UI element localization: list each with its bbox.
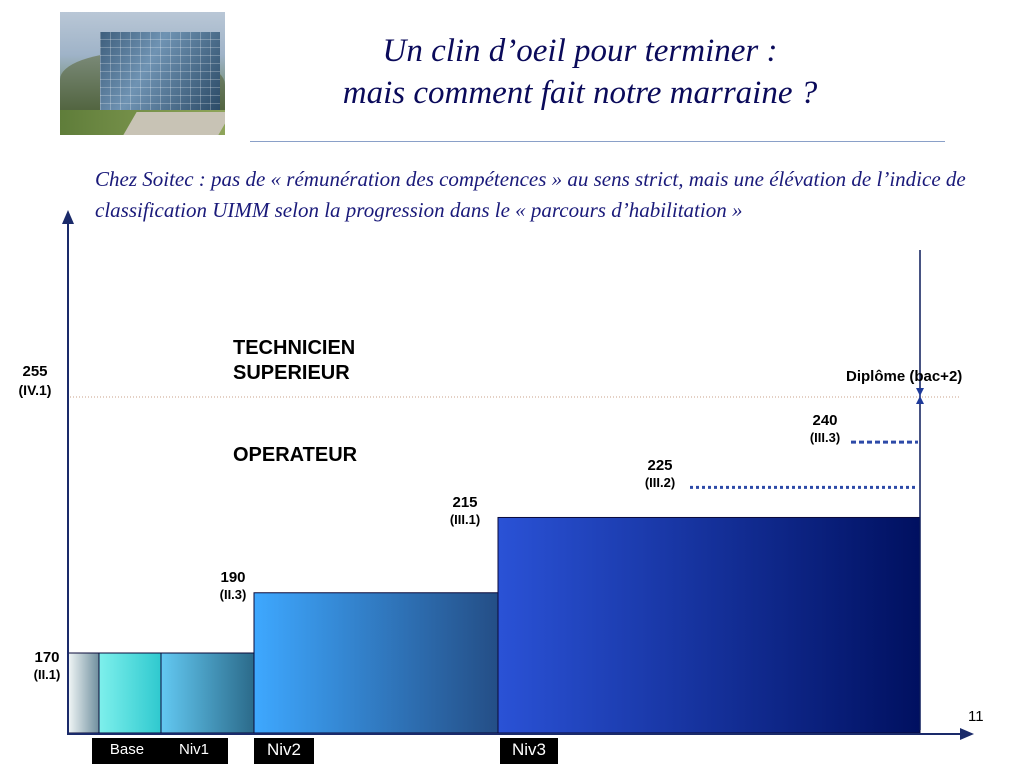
building-photo: [60, 12, 225, 135]
ref-class: (IV.1): [18, 382, 52, 398]
bar-niv1: [160, 652, 255, 734]
tag-niv3: Niv3: [500, 738, 558, 764]
category-line-2: SUPERIEUR: [233, 362, 350, 384]
bar-niv3: [497, 516, 921, 734]
tag-base: Base: [92, 738, 162, 764]
class-iii1: (III.1): [449, 512, 481, 528]
ref-value: 255: [22, 363, 48, 380]
slide-title: Un clin d’oeil pour terminer : mais comm…: [240, 30, 920, 114]
value-170: 170: [34, 649, 60, 666]
value-240: 240: [812, 412, 838, 430]
x-axis-arrow-icon: [960, 728, 974, 740]
value-label-225: 225 (III.2): [633, 457, 687, 491]
value-label-240: 240 (III.3): [798, 412, 852, 446]
diplome-label: Diplôme (bac+2): [846, 368, 963, 385]
value-label-215: 215 (III.1): [438, 494, 492, 528]
y-axis-arrow-icon: [62, 210, 74, 224]
page-number: 11: [968, 708, 984, 725]
title-divider: [250, 141, 945, 142]
tag-niv2: Niv2: [254, 738, 314, 764]
title-line-2: mais comment fait notre marraine ?: [342, 75, 818, 111]
value-225: 225: [647, 457, 673, 475]
value-label-170: 170 (II.1): [22, 649, 72, 683]
ref-label-255: 255 (IV.1): [10, 363, 60, 399]
bar-base: [98, 652, 162, 734]
value-190: 190: [220, 568, 246, 586]
class-iii2: (III.2): [644, 475, 676, 491]
class-iii3: (III.3): [809, 430, 841, 446]
bar-start: [67, 652, 100, 734]
value-215: 215: [452, 494, 478, 512]
category-technicien-superieur: TECHNICIEN SUPERIEUR: [233, 336, 355, 386]
intro-text: Chez Soitec : pas de « rémunération des …: [95, 167, 966, 222]
tag-niv1: Niv1: [160, 738, 228, 764]
title-line-1: Un clin d’oeil pour terminer :: [382, 33, 778, 69]
diplome-marker-icon: [916, 388, 924, 404]
class-ii3: (II.3): [219, 586, 247, 602]
category-line-1: TECHNICIEN: [233, 337, 356, 359]
class-ii1: (II.1): [33, 667, 61, 682]
bar-niv2: [253, 592, 499, 734]
value-label-190: 190 (II.3): [208, 569, 258, 603]
category-operateur: OPERATEUR: [233, 444, 358, 466]
